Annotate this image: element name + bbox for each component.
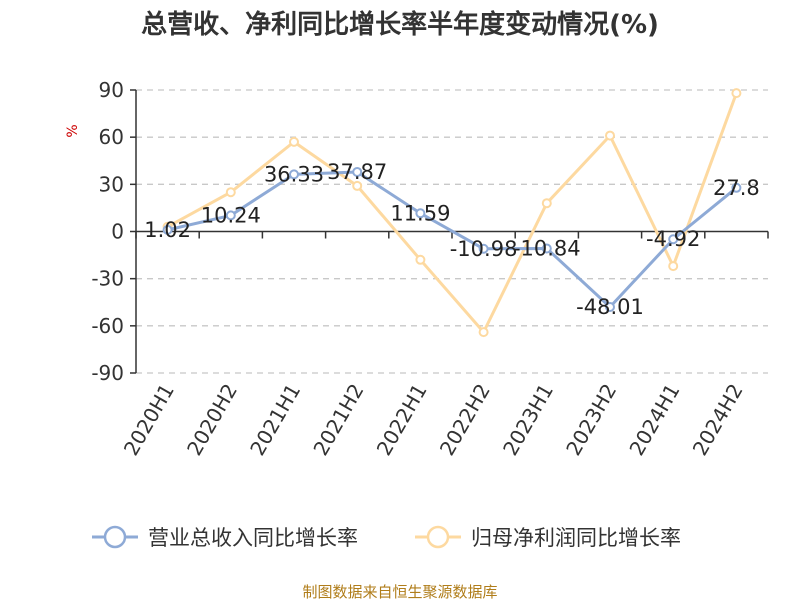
data-point	[289, 136, 299, 147]
source-note: 制图数据来自恒生聚源数据库	[302, 583, 497, 600]
data-label: -10.84	[513, 237, 581, 261]
y-tick-label: 60	[99, 125, 124, 149]
y-tick-label: 30	[99, 172, 124, 196]
data-point	[415, 208, 426, 219]
x-tick-label: 2020H2	[182, 380, 242, 460]
x-tick-label: 2023H1	[498, 380, 558, 460]
data-point	[289, 169, 299, 180]
y-tick-label: -30	[91, 267, 124, 291]
x-tick-label: 2021H2	[308, 380, 368, 460]
data-label: 27.8	[713, 176, 760, 200]
x-tick-label: 2024H1	[624, 380, 684, 460]
data-point	[731, 88, 742, 99]
data-point	[605, 130, 615, 141]
data-point	[225, 187, 236, 198]
x-tick-label: 2022H1	[372, 380, 432, 460]
series-line	[166, 91, 738, 334]
data-point	[541, 198, 552, 209]
y-tick-label: -90	[91, 361, 124, 385]
data-point	[605, 301, 615, 312]
data-point	[352, 166, 363, 177]
data-label: -10.98	[450, 237, 518, 261]
legend-label: 营业总收入同比增长率	[148, 526, 358, 550]
data-label: 1.02	[144, 218, 191, 242]
legend: 营业总收入同比增长率 归母净利润同比增长率	[92, 525, 681, 550]
y-tick-label: 90	[99, 78, 124, 102]
series-line	[166, 170, 738, 309]
chart-title: 总营收、净利同比增长率半年度变动情况(%)	[141, 9, 659, 40]
data-point	[162, 224, 173, 235]
x-tick-label: 2024H2	[688, 380, 748, 460]
legend-swatch-marker	[103, 525, 127, 549]
plot-area	[162, 88, 742, 338]
data-point	[668, 234, 679, 245]
data-point	[478, 327, 489, 338]
data-point	[352, 180, 363, 191]
x-tick-label: 2020H1	[119, 380, 179, 460]
data-label: -4.92	[646, 227, 700, 251]
x-tick-label: 2021H1	[245, 380, 305, 460]
legend-swatch-marker	[426, 525, 450, 549]
data-label: 37.87	[327, 160, 387, 184]
data-point	[415, 254, 426, 265]
x-tick-label: 2022H2	[435, 380, 495, 460]
y-axis-unit: %	[65, 124, 81, 137]
legend-label: 归母净利润同比增长率	[471, 526, 681, 550]
y-tick-label: -60	[91, 314, 124, 338]
data-point	[541, 243, 552, 254]
y-tick-label: 0	[111, 220, 124, 244]
data-point	[225, 210, 236, 221]
data-label: 36.33	[264, 162, 324, 186]
data-label: 10.24	[201, 203, 261, 227]
data-point	[478, 243, 489, 254]
data-point	[731, 182, 742, 193]
data-label: -48.01	[576, 295, 644, 319]
data-point	[668, 261, 679, 272]
data-label: 11.59	[390, 201, 450, 225]
x-tick-label: 2023H2	[561, 380, 621, 460]
